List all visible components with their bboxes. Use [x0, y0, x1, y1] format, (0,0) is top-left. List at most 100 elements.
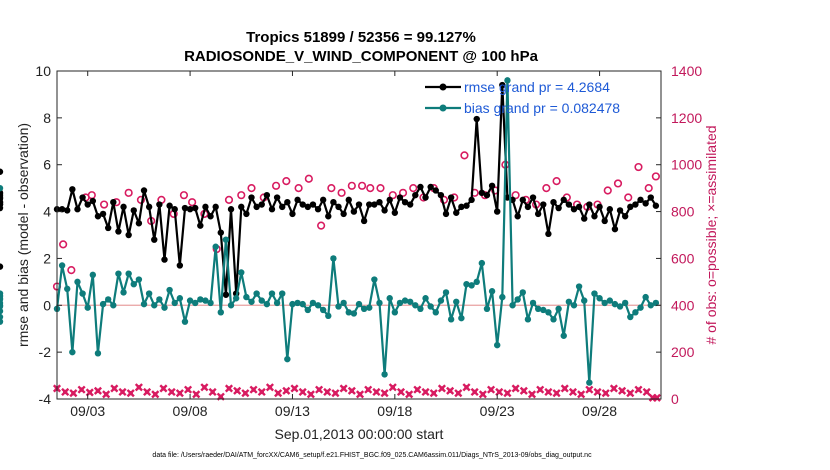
obs-assimilated-marker	[585, 385, 594, 394]
bias-point	[427, 303, 434, 310]
rmse-point	[596, 203, 603, 211]
rmse-point	[227, 206, 235, 213]
obs-assimilated-dot	[644, 389, 649, 395]
obs-assimilated-marker	[626, 389, 635, 398]
rmse-point	[69, 186, 76, 193]
obs-assimilated-marker	[102, 390, 111, 399]
rmse-point	[294, 196, 301, 204]
bias-point	[345, 309, 352, 316]
bias-point	[494, 341, 501, 349]
bias-point	[135, 276, 143, 283]
obs-assimilated-marker	[511, 384, 520, 393]
obs-assimilated-marker	[323, 387, 332, 397]
bias-point	[145, 290, 153, 297]
obs-assimilated-marker	[208, 387, 217, 397]
obs-possible-marker	[188, 198, 197, 207]
obs-assimilated-dot	[243, 390, 248, 396]
obs-assimilated-marker	[478, 390, 487, 399]
bias-point	[386, 295, 393, 302]
rmse-point	[453, 209, 460, 216]
x-tick-label: 09/13	[275, 403, 310, 419]
bias-point	[473, 278, 480, 286]
rmse-point	[135, 220, 143, 227]
obs-assimilated-marker	[159, 384, 168, 393]
rmse-point	[570, 206, 578, 213]
rmse-point	[279, 203, 286, 211]
obs-assimilated-dot	[202, 385, 207, 390]
rmse-point	[524, 203, 532, 211]
plot-area	[57, 71, 661, 399]
obs-possible-marker	[398, 188, 408, 197]
obs-assimilated-dot	[316, 387, 322, 392]
bias-point	[637, 304, 644, 311]
obs-assimilated-dot	[374, 389, 379, 395]
rmse-point	[519, 196, 526, 204]
rmse-point	[273, 194, 281, 201]
bias-point	[627, 313, 634, 321]
obs-assimilated-dot	[423, 389, 428, 395]
y-left-tick-label: 4	[43, 204, 51, 220]
rmse-point	[355, 201, 363, 208]
obs-assimilated-dot	[87, 390, 92, 395]
obs-assimilated-marker	[110, 384, 119, 393]
bias-point	[0, 303, 4, 310]
bias-point	[340, 299, 347, 307]
bias-point	[186, 297, 194, 304]
obs-assimilated-dot	[325, 389, 330, 395]
obs-assimilated-marker	[634, 385, 643, 394]
bias-point	[115, 270, 122, 277]
rmse-point	[166, 202, 173, 209]
bias-point	[161, 304, 168, 311]
obs-assimilated-marker	[560, 384, 569, 393]
obs-possible-marker	[294, 184, 303, 193]
rmse-point	[130, 207, 137, 214]
obs-assimilated-marker	[388, 383, 397, 392]
obs-assimilated-dot	[431, 390, 436, 396]
rmse-point	[64, 207, 71, 214]
obs-possible-marker	[67, 266, 76, 275]
bias-point	[94, 350, 102, 357]
rmse-point	[335, 203, 342, 211]
rmse-point	[627, 203, 634, 211]
rmse-point	[366, 201, 373, 208]
y-right-tick-label: 600	[671, 250, 695, 266]
rmse-point	[197, 222, 204, 229]
obs-assimilated-dot	[546, 389, 551, 395]
obs-assimilated-dot	[234, 388, 240, 393]
rmse-point	[386, 196, 393, 204]
bias-point	[458, 314, 465, 322]
rmse-point	[345, 196, 352, 204]
rmse-point	[258, 201, 265, 208]
legend-bias-marker	[439, 104, 447, 112]
obs-possible-marker	[651, 172, 660, 181]
chart-title-line2: RADIOSONDE_V_WIND_COMPONENT @ 100 hPa	[184, 48, 539, 65]
obs-assimilated-marker	[118, 387, 127, 397]
obs-possible-marker	[634, 162, 643, 172]
rmse-point	[545, 230, 552, 238]
obs-assimilated-dot	[382, 390, 387, 396]
rmse-point	[401, 199, 409, 206]
obs-assimilated-dot	[218, 394, 223, 399]
bias-point	[99, 300, 107, 308]
x-tick-label: 09/18	[377, 403, 412, 419]
y-right-tick-label: 0	[671, 391, 679, 407]
obs-assimilated-dot	[513, 386, 518, 391]
rmse-point	[494, 208, 501, 215]
bias-point	[601, 299, 608, 307]
obs-possible-marker	[282, 177, 291, 186]
obs-assimilated-dot	[480, 392, 486, 397]
bias-point	[570, 302, 578, 309]
bias-point	[417, 305, 424, 312]
obs-assimilated-marker	[315, 385, 324, 394]
obs-assimilated-dot	[357, 392, 363, 397]
obs-assimilated-marker	[519, 386, 528, 395]
bias-point	[171, 299, 178, 307]
bias-point	[151, 302, 158, 309]
obs-assimilated-dot	[185, 387, 191, 392]
bias-point	[64, 285, 71, 293]
bias-point	[360, 305, 368, 312]
obs-assimilated-marker	[552, 389, 561, 398]
obs-possible-marker	[337, 188, 346, 197]
bias-point	[330, 255, 337, 262]
rmse-point	[284, 199, 291, 206]
